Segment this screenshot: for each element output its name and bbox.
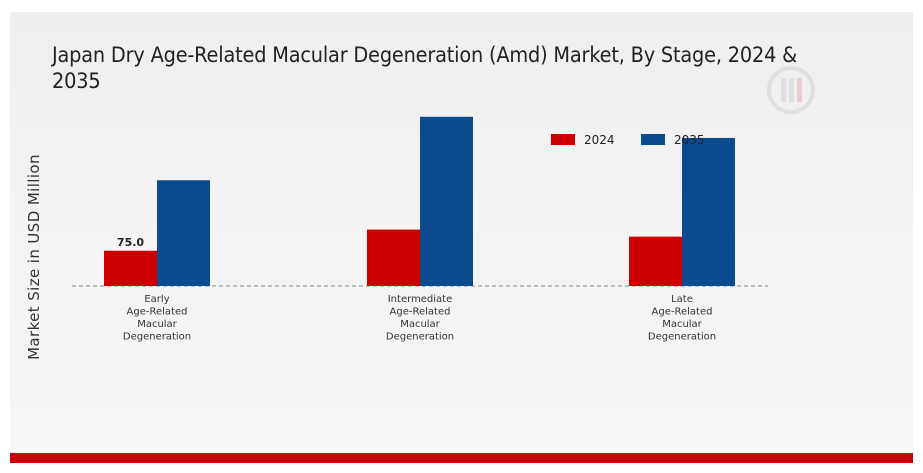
category-label-line: Degeneration bbox=[648, 332, 716, 343]
category-label-line: Macular bbox=[662, 319, 702, 330]
category-label-line: Degeneration bbox=[123, 332, 191, 343]
category-label-line: Age-Related bbox=[390, 307, 451, 318]
category-label-2: Intermediate Age-Related Macular Degenerati… bbox=[386, 294, 454, 343]
category-label-line: Age-Related bbox=[652, 307, 713, 318]
category-label-line: Intermediate bbox=[388, 294, 453, 305]
chart-title: Japan Dry Age-Related Macular Degenerati… bbox=[52, 43, 798, 93]
category-label-line: Age-Related bbox=[127, 307, 188, 318]
footer-accent-bar bbox=[10, 453, 913, 463]
bar-2035-3 bbox=[682, 137, 735, 286]
bar-2024-3 bbox=[629, 236, 682, 286]
legend-label-2035: 2035 bbox=[674, 133, 705, 147]
bar-2024-2 bbox=[367, 229, 420, 286]
bar-2035-1 bbox=[157, 180, 210, 286]
category-label-line: Macular bbox=[400, 319, 440, 330]
data-label-1: 75.0 bbox=[117, 236, 144, 249]
category-label-3: Late Age-Related Macular Degeneration bbox=[648, 294, 716, 343]
legend-label-2024: 2024 bbox=[584, 133, 615, 147]
bar-2024-1 bbox=[104, 250, 157, 286]
category-label-line: Macular bbox=[137, 319, 177, 330]
category-label-line: Early bbox=[144, 294, 169, 305]
brand-watermark-icon bbox=[767, 66, 815, 114]
bar-2035-2 bbox=[420, 116, 473, 286]
category-label-line: Late bbox=[671, 294, 693, 305]
legend-swatch-2035 bbox=[641, 134, 665, 145]
legend-swatch-2024 bbox=[551, 134, 575, 145]
category-label-1: Early Age-Related Macular Degeneration bbox=[123, 294, 191, 343]
category-label-line: Degeneration bbox=[386, 332, 454, 343]
